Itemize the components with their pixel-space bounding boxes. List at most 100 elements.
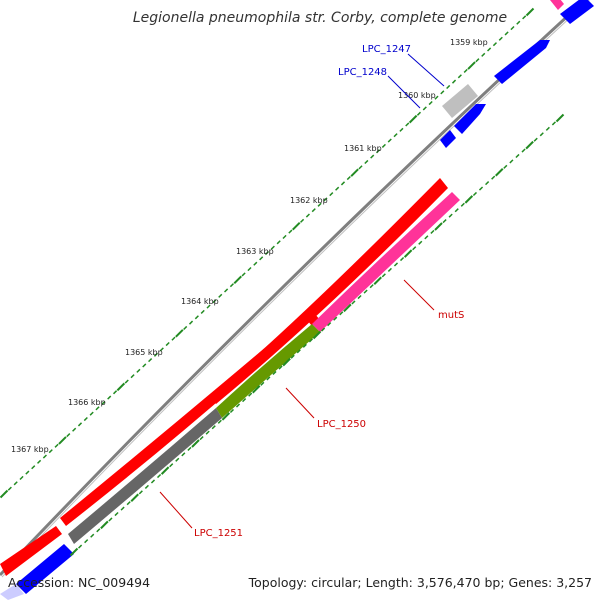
gene-arrow-gray[interactable] <box>442 84 478 118</box>
minor-tick <box>399 127 404 132</box>
minor-tick <box>498 36 503 41</box>
minor-tick <box>485 181 490 186</box>
minor-tick <box>327 322 332 327</box>
minor-tick <box>351 300 356 305</box>
minor-tick <box>375 149 381 154</box>
leader-line <box>407 53 445 87</box>
minor-tick <box>446 84 451 90</box>
major-tick <box>221 412 231 421</box>
ruler-label: 1366 kbp <box>68 398 106 407</box>
minor-tick <box>412 246 417 251</box>
major-tick <box>525 7 535 17</box>
minor-tick <box>416 111 422 116</box>
gene-arrow-magenta[interactable] <box>550 0 564 10</box>
gene-arrow-blue[interactable] <box>16 544 74 594</box>
minor-tick <box>491 175 496 180</box>
gene-label-muts[interactable]: mutS <box>438 310 464 321</box>
minor-tick <box>509 159 514 164</box>
gene-arrow-red[interactable] <box>210 178 448 404</box>
minor-tick <box>363 289 368 294</box>
gene-arrow-darkgray[interactable] <box>68 408 222 544</box>
minor-tick <box>521 148 526 153</box>
minor-tick <box>95 406 100 411</box>
gene-arrow-olive[interactable] <box>216 324 320 418</box>
leader-line <box>403 279 435 311</box>
minor-tick <box>278 365 283 370</box>
ruler-label: 1361 kbp <box>344 144 382 153</box>
minor-tick <box>89 411 94 416</box>
gene-arrow-magenta[interactable] <box>312 192 460 332</box>
gene-label-lpc1248[interactable]: LPC_1248 <box>338 67 387 78</box>
minor-tick <box>387 138 392 143</box>
gene-label-lpc1250[interactable]: LPC_1250 <box>317 419 366 430</box>
major-tick <box>58 436 67 445</box>
gene-arrow-red[interactable] <box>0 526 62 576</box>
minor-tick <box>188 320 194 325</box>
minor-tick <box>302 343 307 348</box>
minor-tick <box>321 327 326 332</box>
minor-tick <box>126 501 131 506</box>
minor-tick <box>478 186 484 191</box>
minor-tick <box>381 273 386 278</box>
minor-tick <box>430 229 435 234</box>
major-tick <box>292 222 301 231</box>
minor-tick <box>457 74 462 79</box>
major-tick <box>282 357 291 367</box>
minor-tick <box>270 245 275 250</box>
minor-tick <box>78 544 83 549</box>
minor-tick <box>212 299 217 304</box>
gene-arrow-blue[interactable] <box>494 40 550 84</box>
minor-tick <box>323 197 328 202</box>
minor-tick <box>305 213 310 218</box>
minor-tick <box>218 293 223 298</box>
minor-tick <box>333 316 338 321</box>
minor-tick <box>510 25 515 31</box>
major-tick <box>403 249 413 258</box>
minor-tick <box>434 95 439 100</box>
gene-arrow-blue[interactable] <box>440 130 456 148</box>
minor-tick <box>7 486 12 491</box>
minor-tick <box>504 31 509 36</box>
major-tick <box>160 466 170 475</box>
topology-text: Topology: circular; Length: 3,576,470 bp… <box>248 575 592 590</box>
minor-tick <box>329 192 334 197</box>
minor-tick <box>475 58 480 63</box>
major-tick <box>467 61 476 70</box>
ruler-label: 1364 kbp <box>181 297 219 306</box>
minor-tick <box>422 106 427 111</box>
minor-tick <box>448 213 453 218</box>
major-tick <box>343 303 352 313</box>
minor-tick <box>393 262 399 267</box>
minor-tick <box>19 475 24 481</box>
major-tick <box>408 114 418 124</box>
gene-label-lpc1251[interactable]: LPC_1251 <box>194 528 243 539</box>
minor-tick <box>144 484 149 489</box>
minor-tick <box>48 449 53 454</box>
gene-arrow-lavender[interactable] <box>0 584 24 600</box>
minor-tick <box>492 42 498 47</box>
minor-tick <box>317 202 322 207</box>
major-tick <box>434 222 443 231</box>
reverse-strand-features <box>0 178 448 576</box>
minor-tick <box>200 309 205 314</box>
minor-tick <box>248 392 253 397</box>
minor-tick <box>299 218 305 223</box>
major-tick <box>69 547 79 557</box>
minor-tick <box>124 379 129 384</box>
minor-tick <box>150 479 156 484</box>
minor-tick <box>282 234 287 240</box>
gene-arrow-blue[interactable] <box>560 0 594 24</box>
minor-tick <box>183 325 188 331</box>
minor-tick <box>181 452 186 457</box>
ruler-ticks <box>0 7 535 499</box>
major-tick <box>175 329 184 338</box>
minor-tick <box>381 143 386 148</box>
gene-label-lpc1247[interactable]: LPC_1247 <box>362 44 411 55</box>
genome-backbone <box>0 0 588 577</box>
minor-tick <box>533 137 538 142</box>
minor-tick <box>66 433 71 438</box>
minor-tick <box>247 266 252 272</box>
gene-arrow-blue[interactable] <box>454 104 486 134</box>
minor-tick <box>369 284 374 289</box>
